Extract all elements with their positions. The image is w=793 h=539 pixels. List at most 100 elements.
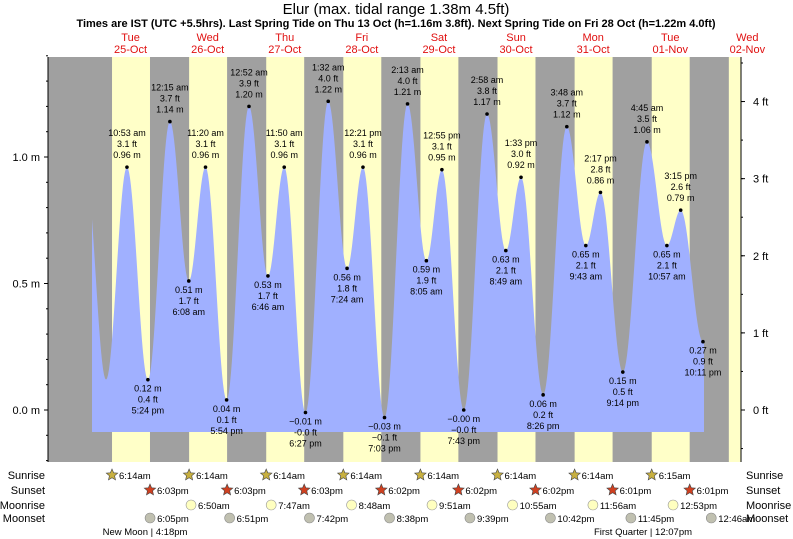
tide-height-ft: 2.8 ft <box>590 164 611 174</box>
day-name: Sat <box>431 32 448 44</box>
sunrise-time: 6:14am <box>350 471 382 482</box>
sunrise-time: 6:14am <box>427 471 459 482</box>
tide-height-ft: 3.0 ft <box>511 149 532 159</box>
tide-height-ft: 2.1 ft <box>657 261 678 271</box>
moonrise-icon <box>346 499 357 511</box>
new-moon-note: New Moon | 4:18pm <box>103 527 188 538</box>
moonset-time: 7:42pm <box>316 514 348 525</box>
chart-subtitle: Times are IST (UTC +5.5hrs). Last Spring… <box>76 18 715 30</box>
tide-time: 4:45 am <box>631 103 664 113</box>
day-name: Mon <box>582 32 603 44</box>
moonset-time: 9:39pm <box>477 514 509 525</box>
tide-height-ft: 1.7 ft <box>179 296 200 306</box>
moonrise-icon <box>507 499 518 511</box>
tide-point <box>203 165 208 169</box>
tide-height-m: 0.15 m <box>609 376 637 386</box>
tide-point <box>461 408 466 412</box>
sunrise-time: 6:14am <box>196 471 228 482</box>
day-labels: Tue25-OctWed26-OctThu27-OctFri28-OctSat2… <box>114 32 766 56</box>
sunrise-icon <box>182 468 196 481</box>
row-label-right: Moonrise <box>746 500 791 512</box>
tide-point <box>678 208 683 212</box>
tide-height-m: −0.00 m <box>447 414 480 424</box>
axes: 1.0 m 0.5 m 0.0 m 4 ft 3 ft 2 ft 1 ft 0 ft <box>12 55 768 462</box>
tide-point <box>224 398 229 402</box>
tide-point <box>519 175 523 180</box>
moonset-time: 8:38pm <box>397 514 429 525</box>
day-date: 26-Oct <box>191 44 224 56</box>
moonset-time: 6:51pm <box>237 514 269 525</box>
sunset-icon <box>451 483 465 496</box>
tide-height-ft: −0.1 ft <box>372 433 398 443</box>
tide-height-m: 0.56 m <box>333 272 361 282</box>
moonrise-time: 8:48am <box>359 501 391 512</box>
tide-point <box>701 339 705 344</box>
tide-point <box>440 167 444 172</box>
tide-height-m: 1.22 m <box>314 84 342 94</box>
sunset-icon <box>606 483 620 496</box>
first-quarter-note: First Quarter | 12:07pm <box>594 527 692 538</box>
moonrise-icon <box>185 499 197 511</box>
tide-point <box>485 112 489 116</box>
row-label-right: Sunset <box>746 485 780 497</box>
tide-time: 8:49 am <box>490 277 523 287</box>
moonrise-time: 12:53pm <box>680 501 717 512</box>
tide-point <box>598 190 603 195</box>
tide-height-m: 0.65 m <box>572 250 600 260</box>
tide-height-ft: 3.1 ft <box>353 139 374 149</box>
sunrise-time: 6:14am <box>505 471 537 482</box>
tide-height-ft: 2.1 ft <box>496 266 517 276</box>
row-label-left: Moonrise <box>0 500 45 512</box>
tide-curve <box>92 101 704 433</box>
y-tick-label-m: 0.0 m <box>12 405 40 417</box>
tide-time: 12:55 pm <box>423 131 461 141</box>
moonset-icon <box>224 512 235 524</box>
tide-height-ft: 3.1 ft <box>432 142 453 152</box>
chart-title: Elur (max. tidal range 1.38m 4.5ft) <box>283 1 510 18</box>
day-date: 25-Oct <box>114 44 147 56</box>
tide-height-m: 0.27 m <box>689 346 717 356</box>
moonset-time: 12:46am <box>718 514 755 525</box>
tide-height-m: 1.14 m <box>156 105 184 115</box>
sunrise-icon <box>491 468 504 481</box>
row-label-left: Sunrise <box>8 470 45 482</box>
tide-height-ft: 3.1 ft <box>195 139 216 149</box>
tide-height-ft: 3.5 ft <box>637 114 658 124</box>
sunset-time: 6:02pm <box>465 486 497 497</box>
tide-height-ft: 4.0 ft <box>318 73 339 83</box>
tide-time: 12:15 am <box>151 83 189 93</box>
moonrise-time: 11:56am <box>600 501 636 512</box>
tide-height-ft: −0.0 ft <box>451 425 477 435</box>
moonset-icon <box>705 512 717 524</box>
sunset-time: 6:01pm <box>697 486 729 497</box>
day-name: Tue <box>121 32 140 44</box>
row-label-right: Moonset <box>746 513 788 525</box>
tide-time: 3:15 pm <box>664 171 697 181</box>
moonset-icon <box>304 512 315 524</box>
tide-time: 2:58 am <box>471 75 504 85</box>
tide-time: 1:32 am <box>312 62 345 72</box>
tide-time: 2:17 pm <box>584 153 617 163</box>
row-label-right: Sunrise <box>746 470 783 482</box>
tide-height-ft: 0.1 ft <box>217 415 238 425</box>
tide-time: 10:57 am <box>648 272 686 282</box>
y-tick-label-ft: 2 ft <box>753 251 768 263</box>
sunset-icon <box>529 483 542 496</box>
tide-point <box>303 410 308 415</box>
tide-height-ft: 1.8 ft <box>337 283 358 293</box>
tide-point <box>665 243 669 248</box>
tide-height-ft: 0.5 ft <box>613 387 634 397</box>
sunrise-time: 6:14am <box>273 471 305 482</box>
tide-time: 6:46 am <box>252 302 285 312</box>
moonset-time: 10:42pm <box>557 514 594 525</box>
sunrise-icon <box>105 468 119 481</box>
moonrise-icon <box>587 499 599 511</box>
tide-height-m: 1.06 m <box>633 125 661 135</box>
tide-height-ft: 1.9 ft <box>416 276 437 286</box>
day-name: Fri <box>355 32 368 44</box>
sunset-time: 6:03pm <box>157 486 189 497</box>
sunrise-time: 6:14am <box>582 471 614 482</box>
tide-time: 5:24 pm <box>132 406 165 416</box>
tide-height-m: −0.03 m <box>368 422 401 432</box>
tide-time: 2:13 am <box>391 65 424 75</box>
